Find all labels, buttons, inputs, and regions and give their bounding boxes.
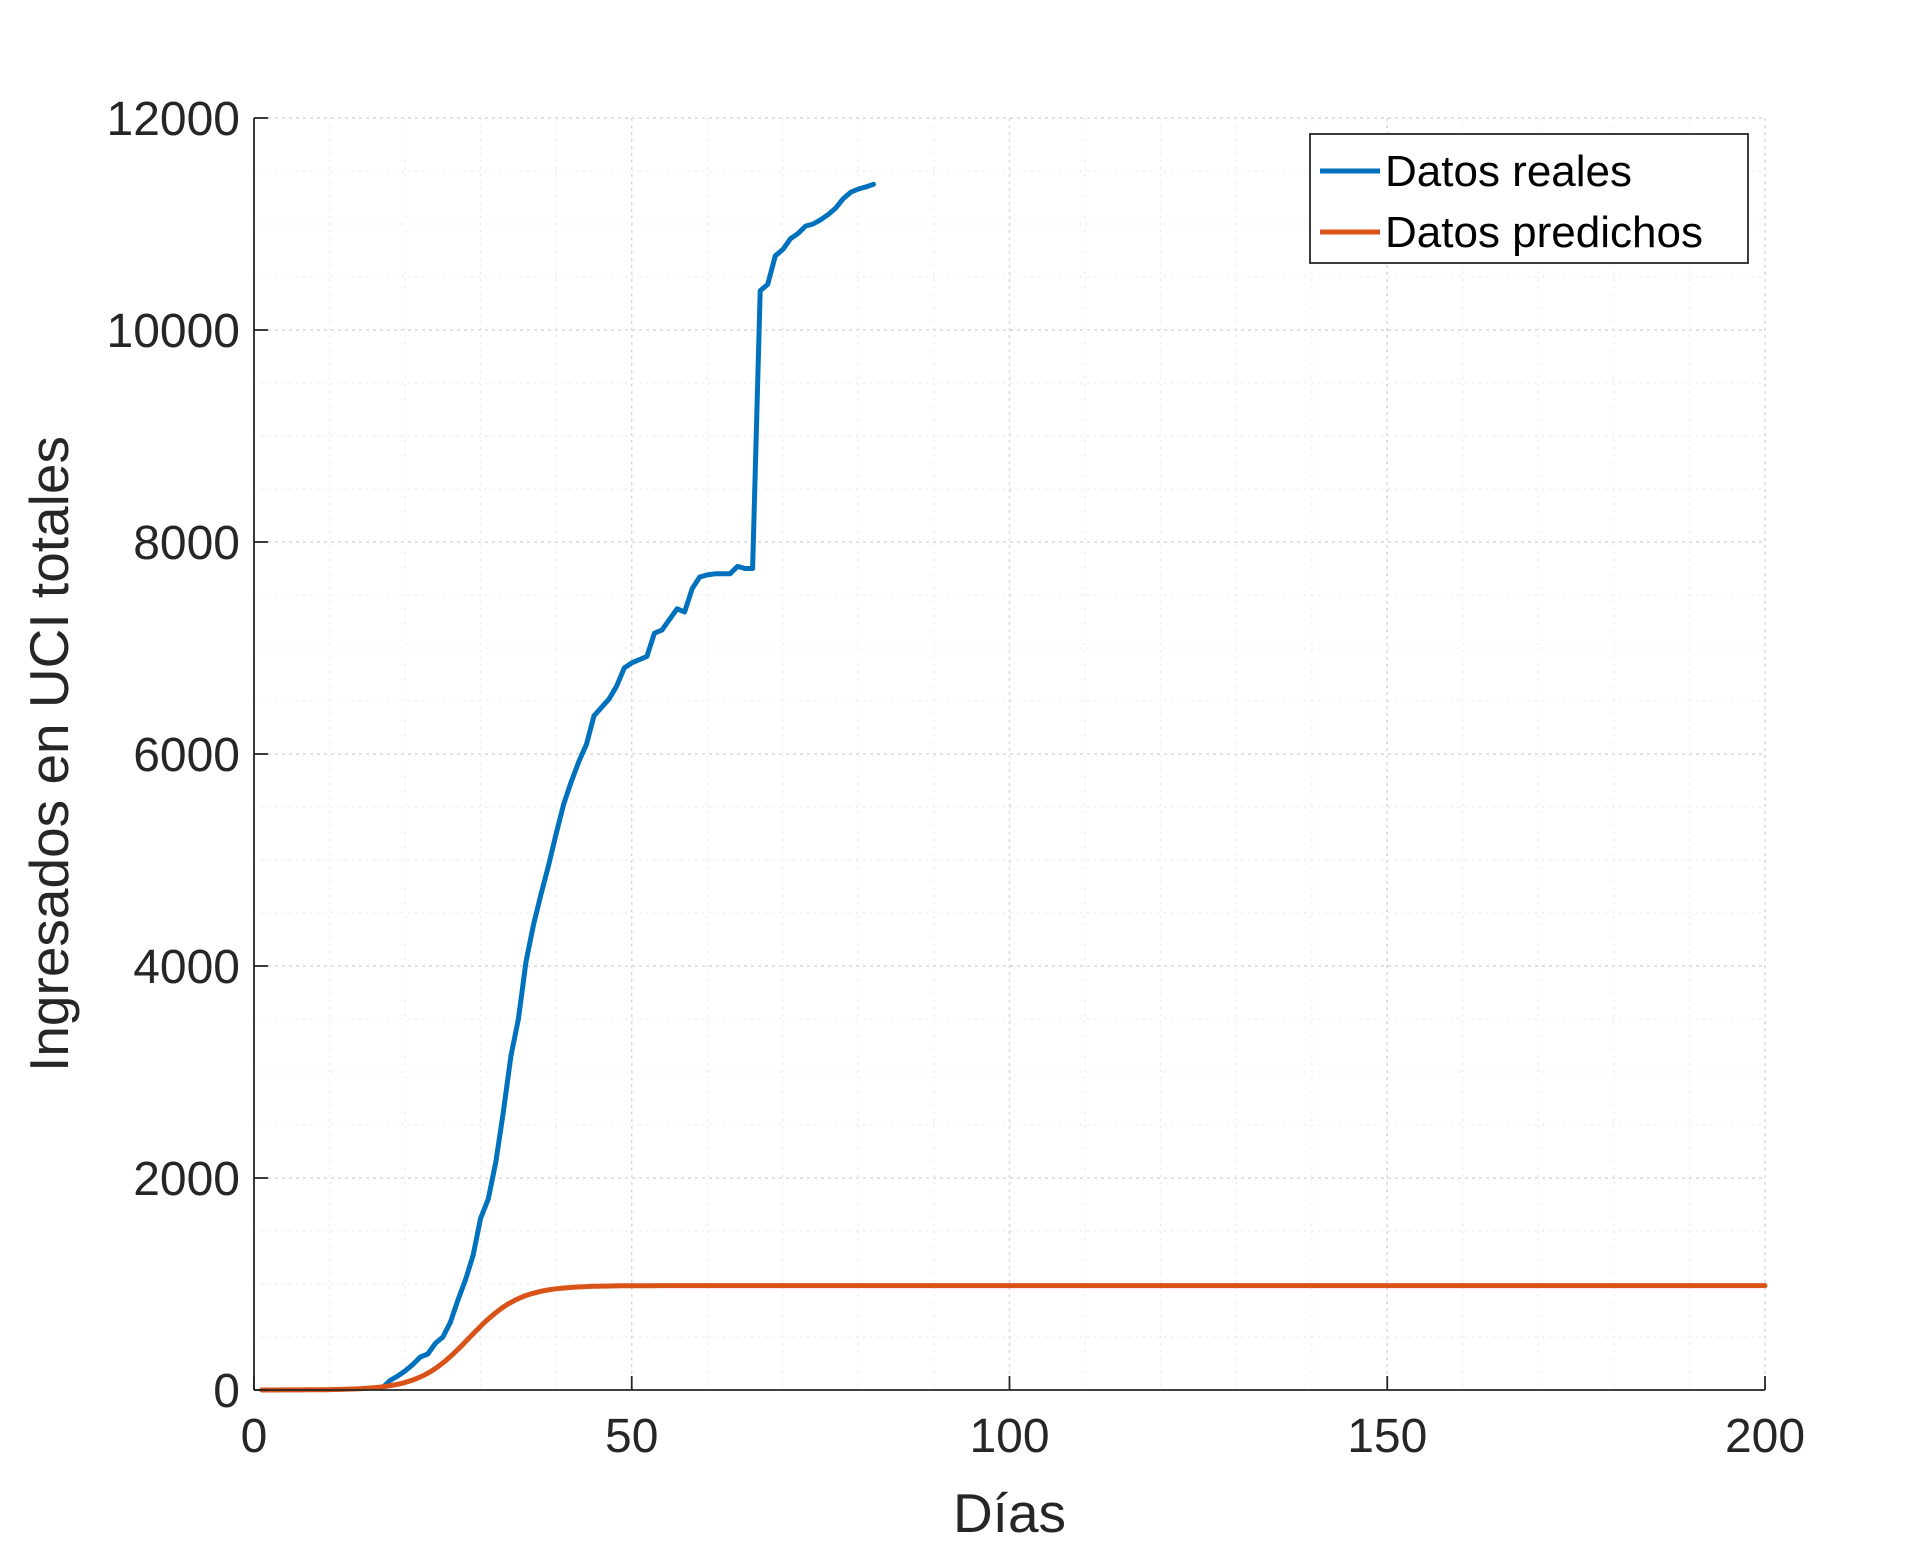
- y-tick-label: 10000: [107, 305, 240, 358]
- y-tick-label: 0: [213, 1365, 240, 1418]
- x-tick-label: 200: [1725, 1410, 1805, 1463]
- x-tick-label: 150: [1347, 1410, 1427, 1463]
- series-line-datos-predichos: [259, 1283, 1768, 1393]
- legend-label-datos-reales: Datos reales: [1385, 147, 1632, 196]
- y-axis-label: Ingresados en UCI totales: [18, 436, 80, 1072]
- y-tick-label: 8000: [133, 517, 240, 570]
- y-tick-label: 12000: [107, 93, 240, 146]
- series-line-datos-reales: [379, 181, 876, 1391]
- y-tick-label: 2000: [133, 1153, 240, 1206]
- x-tick-label: 100: [969, 1410, 1049, 1463]
- legend-label-datos-predichos: Datos predichos: [1385, 208, 1703, 257]
- y-tick-label: 4000: [133, 941, 240, 994]
- legend: Datos reales Datos predichos: [1309, 133, 1749, 264]
- x-axis-label: Días: [953, 1482, 1066, 1542]
- x-tick-label: 50: [605, 1410, 658, 1463]
- legend-box: [1309, 133, 1749, 264]
- x-tick-label: 0: [241, 1410, 268, 1463]
- y-tick-label: 6000: [133, 729, 240, 782]
- plot-area: [259, 181, 1768, 1393]
